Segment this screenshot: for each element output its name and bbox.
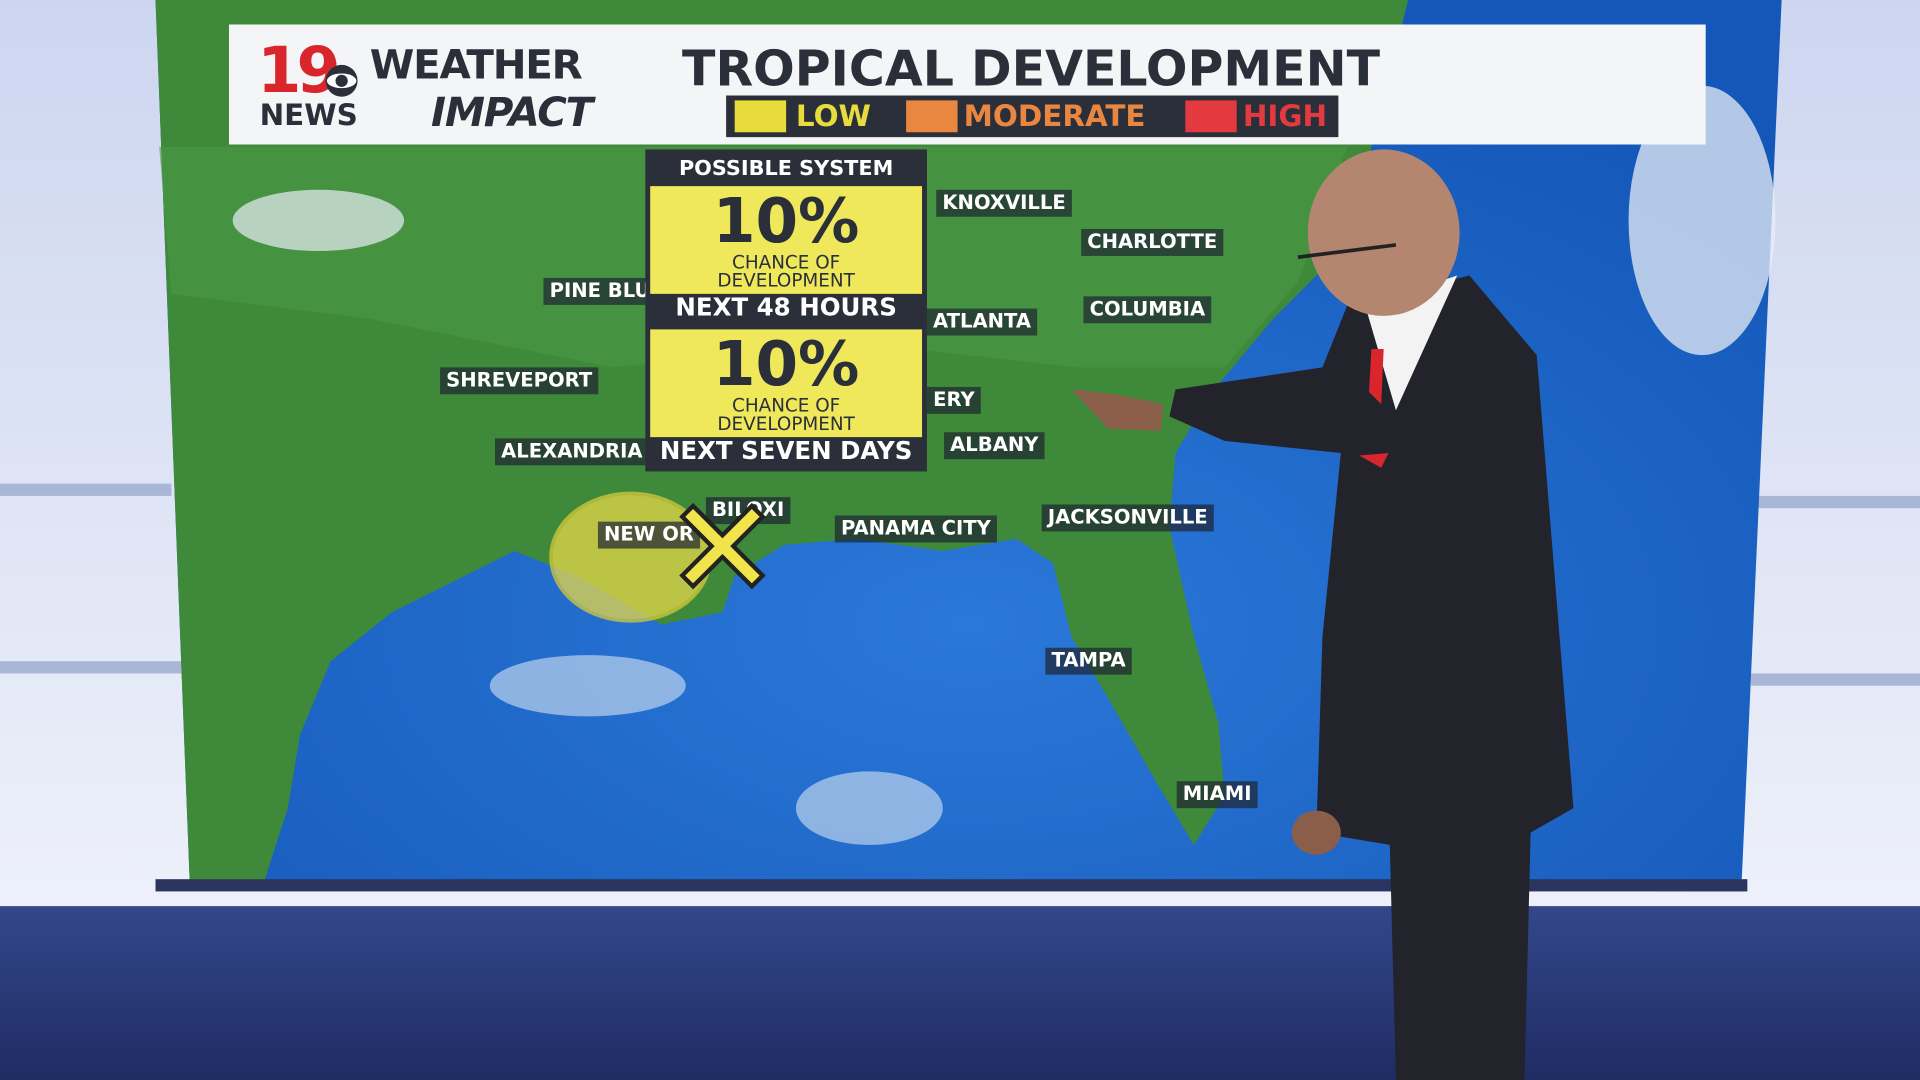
cloud: [489, 655, 686, 717]
city-label: PANAMA CITY: [841, 516, 992, 539]
header: 19 NEWS WEATHER IMPACT TROPICAL DEVELOPM…: [228, 24, 1706, 145]
cloud: [795, 771, 943, 845]
city-label-bg: [1081, 228, 1224, 256]
head: [1307, 149, 1460, 316]
city-label: ERY: [933, 388, 975, 411]
outlook-card: [650, 186, 923, 294]
city-label-bg: [936, 189, 1072, 217]
chance: 10%: [713, 329, 860, 400]
caption: CHANCE OF: [732, 396, 840, 417]
presenter: [1071, 149, 1574, 1080]
period: NEXT SEVEN DAYS: [660, 436, 913, 465]
pocket-square: [1359, 453, 1389, 468]
city-label-bg: [597, 521, 701, 549]
city-label: PINE BLU: [550, 279, 651, 302]
cloud: [232, 189, 405, 252]
city-label-bg: [834, 515, 997, 543]
city-label: CHARLOTTE: [1087, 230, 1217, 253]
city-label-bg: [543, 277, 657, 305]
city-label: NEW OR: [604, 523, 694, 546]
studio-floor: [0, 906, 1920, 1080]
city-label-bg: [440, 367, 599, 395]
screen-bezel: [155, 879, 1748, 892]
city-label-bg: [495, 438, 649, 466]
city-labels: KNOXVILLE CHARLOTTE PINE BLU COLUMBIA ATLANT…: [440, 189, 1258, 809]
title: TROPICAL DEVELOPMENT: [682, 41, 1381, 98]
city-label-bg: [944, 432, 1045, 460]
suit: [1169, 275, 1574, 1080]
legend-swatch: [734, 100, 787, 133]
city-label: ALEXANDRIA: [501, 439, 643, 462]
logo-number: 19: [257, 34, 337, 108]
city-label: KNOXVILLE: [942, 191, 1065, 214]
city-label: COLUMBIA: [1090, 297, 1206, 320]
city-label-bg: [926, 308, 1038, 336]
legend-label: LOW: [796, 99, 871, 133]
tie: [1368, 348, 1384, 405]
logo-eye: [335, 74, 348, 87]
city-label-bg: [1083, 296, 1212, 324]
system-marker: [679, 502, 766, 590]
city-label: SHREVEPORT: [446, 368, 593, 391]
city-label: ATLANTA: [933, 310, 1032, 333]
legend: LOW MODERATE HIGH: [734, 99, 1327, 133]
city-label: JACKSONVILLE: [1046, 505, 1208, 528]
period: NEXT 48 HOURS: [675, 293, 896, 322]
city-label-bg: [926, 386, 981, 414]
logo-station: NEWS: [260, 98, 358, 132]
glasses: [1297, 243, 1397, 259]
hand: [1291, 810, 1341, 855]
system-box: POSSIBLE SYSTEM 10%CHANCE OFDEVELOPMENTN…: [645, 149, 927, 472]
system-heading: POSSIBLE SYSTEM: [679, 156, 893, 180]
city-label-bg: [1176, 781, 1258, 809]
wall-trim: [0, 483, 172, 496]
legend-swatch: [1185, 100, 1237, 133]
wall-trim: [1757, 495, 1920, 509]
caption: DEVELOPMENT: [717, 414, 855, 435]
city-label: MIAMI: [1183, 782, 1252, 805]
chance: 10%: [713, 186, 860, 257]
city-label: ALBANY: [950, 433, 1039, 456]
legend-swatch: [906, 100, 958, 133]
wall-trim: [1751, 673, 1920, 686]
city-label-bg: [1041, 504, 1214, 532]
caption: DEVELOPMENT: [717, 271, 855, 292]
outlook-card: [650, 329, 923, 438]
legend-label: HIGH: [1243, 99, 1327, 133]
wall-trim: [0, 661, 184, 674]
legend-label: MODERATE: [964, 99, 1146, 133]
cloud: [1628, 85, 1776, 356]
city-label: TAMPA: [1051, 649, 1126, 672]
hand: [1071, 389, 1164, 432]
brand-top: WEATHER: [370, 40, 583, 88]
city-label-bg: [1045, 647, 1132, 675]
caption: CHANCE OF: [732, 252, 840, 273]
brand-bottom: IMPACT: [431, 88, 597, 136]
